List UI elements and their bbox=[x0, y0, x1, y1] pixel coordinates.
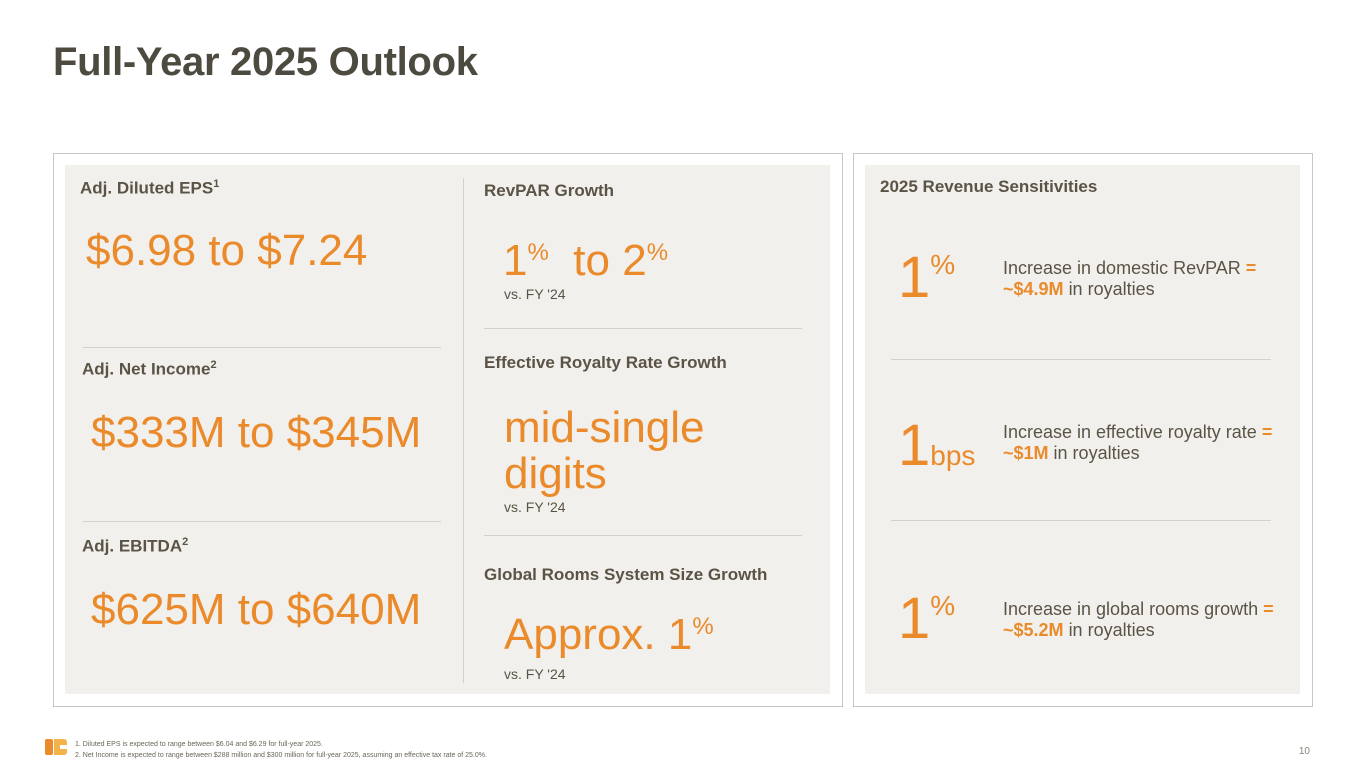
net-income-value: $333M to $345M bbox=[91, 408, 422, 457]
divider bbox=[83, 521, 441, 522]
divider bbox=[891, 520, 1271, 521]
ebitda-label: Adj. EBITDA2 bbox=[82, 536, 189, 556]
royalty-label: Effective Royalty Rate Growth bbox=[484, 353, 727, 372]
sensitivity-text: Increase in global rooms growth = ~$5.2M… bbox=[1003, 599, 1274, 640]
column-divider bbox=[463, 178, 464, 683]
royalty-vs: vs. FY '24 bbox=[504, 499, 566, 515]
sensitivity-text: Increase in effective royalty rate = ~$1… bbox=[1003, 422, 1273, 463]
company-logo-icon bbox=[45, 739, 67, 755]
net-income-label: Adj. Net Income2 bbox=[82, 359, 217, 379]
page-title: Full-Year 2025 Outlook bbox=[53, 40, 478, 84]
sensitivity-text: Increase in domestic RevPAR = ~$4.9M in … bbox=[1003, 258, 1257, 299]
divider bbox=[484, 328, 802, 329]
footnote: 2. Net Income is expected to range betwe… bbox=[75, 752, 487, 759]
eps-label: Adj. Diluted EPS1 bbox=[80, 178, 220, 198]
outlook-card: Adj. Diluted EPS1 $6.98 to $7.24 Adj. Ne… bbox=[53, 153, 843, 707]
rooms-value: Approx. 1% bbox=[504, 610, 714, 659]
divider bbox=[891, 359, 1271, 360]
sensitivity-figure: 1% bbox=[898, 586, 956, 651]
outlook-panel: Adj. Diluted EPS1 $6.98 to $7.24 Adj. Ne… bbox=[65, 165, 830, 694]
ebitda-value: $625M to $640M bbox=[91, 585, 422, 634]
page-number: 10 bbox=[1298, 746, 1310, 757]
divider bbox=[484, 535, 802, 536]
sensitivities-card: 2025 Revenue Sensitivities 1% Increase i… bbox=[853, 153, 1313, 707]
footnote: 1. Diluted EPS is expected to range betw… bbox=[75, 741, 323, 748]
footnotes: 1. Diluted EPS is expected to range betw… bbox=[75, 739, 487, 761]
sensitivities-title: 2025 Revenue Sensitivities bbox=[880, 177, 1098, 196]
rooms-label: Global Rooms System Size Growth bbox=[484, 565, 768, 584]
royalty-value: mid-single digits bbox=[504, 403, 705, 498]
revpar-value: 1% to 2% bbox=[503, 236, 669, 285]
revpar-vs: vs. FY '24 bbox=[504, 286, 566, 302]
revpar-label: RevPAR Growth bbox=[484, 181, 615, 200]
sensitivity-figure: 1% bbox=[898, 245, 956, 310]
divider bbox=[83, 347, 441, 348]
rooms-vs: vs. FY '24 bbox=[504, 666, 566, 682]
sensitivities-panel: 2025 Revenue Sensitivities 1% Increase i… bbox=[865, 165, 1300, 694]
sensitivity-figure: 1bps bbox=[898, 413, 976, 478]
eps-value: $6.98 to $7.24 bbox=[86, 226, 368, 275]
